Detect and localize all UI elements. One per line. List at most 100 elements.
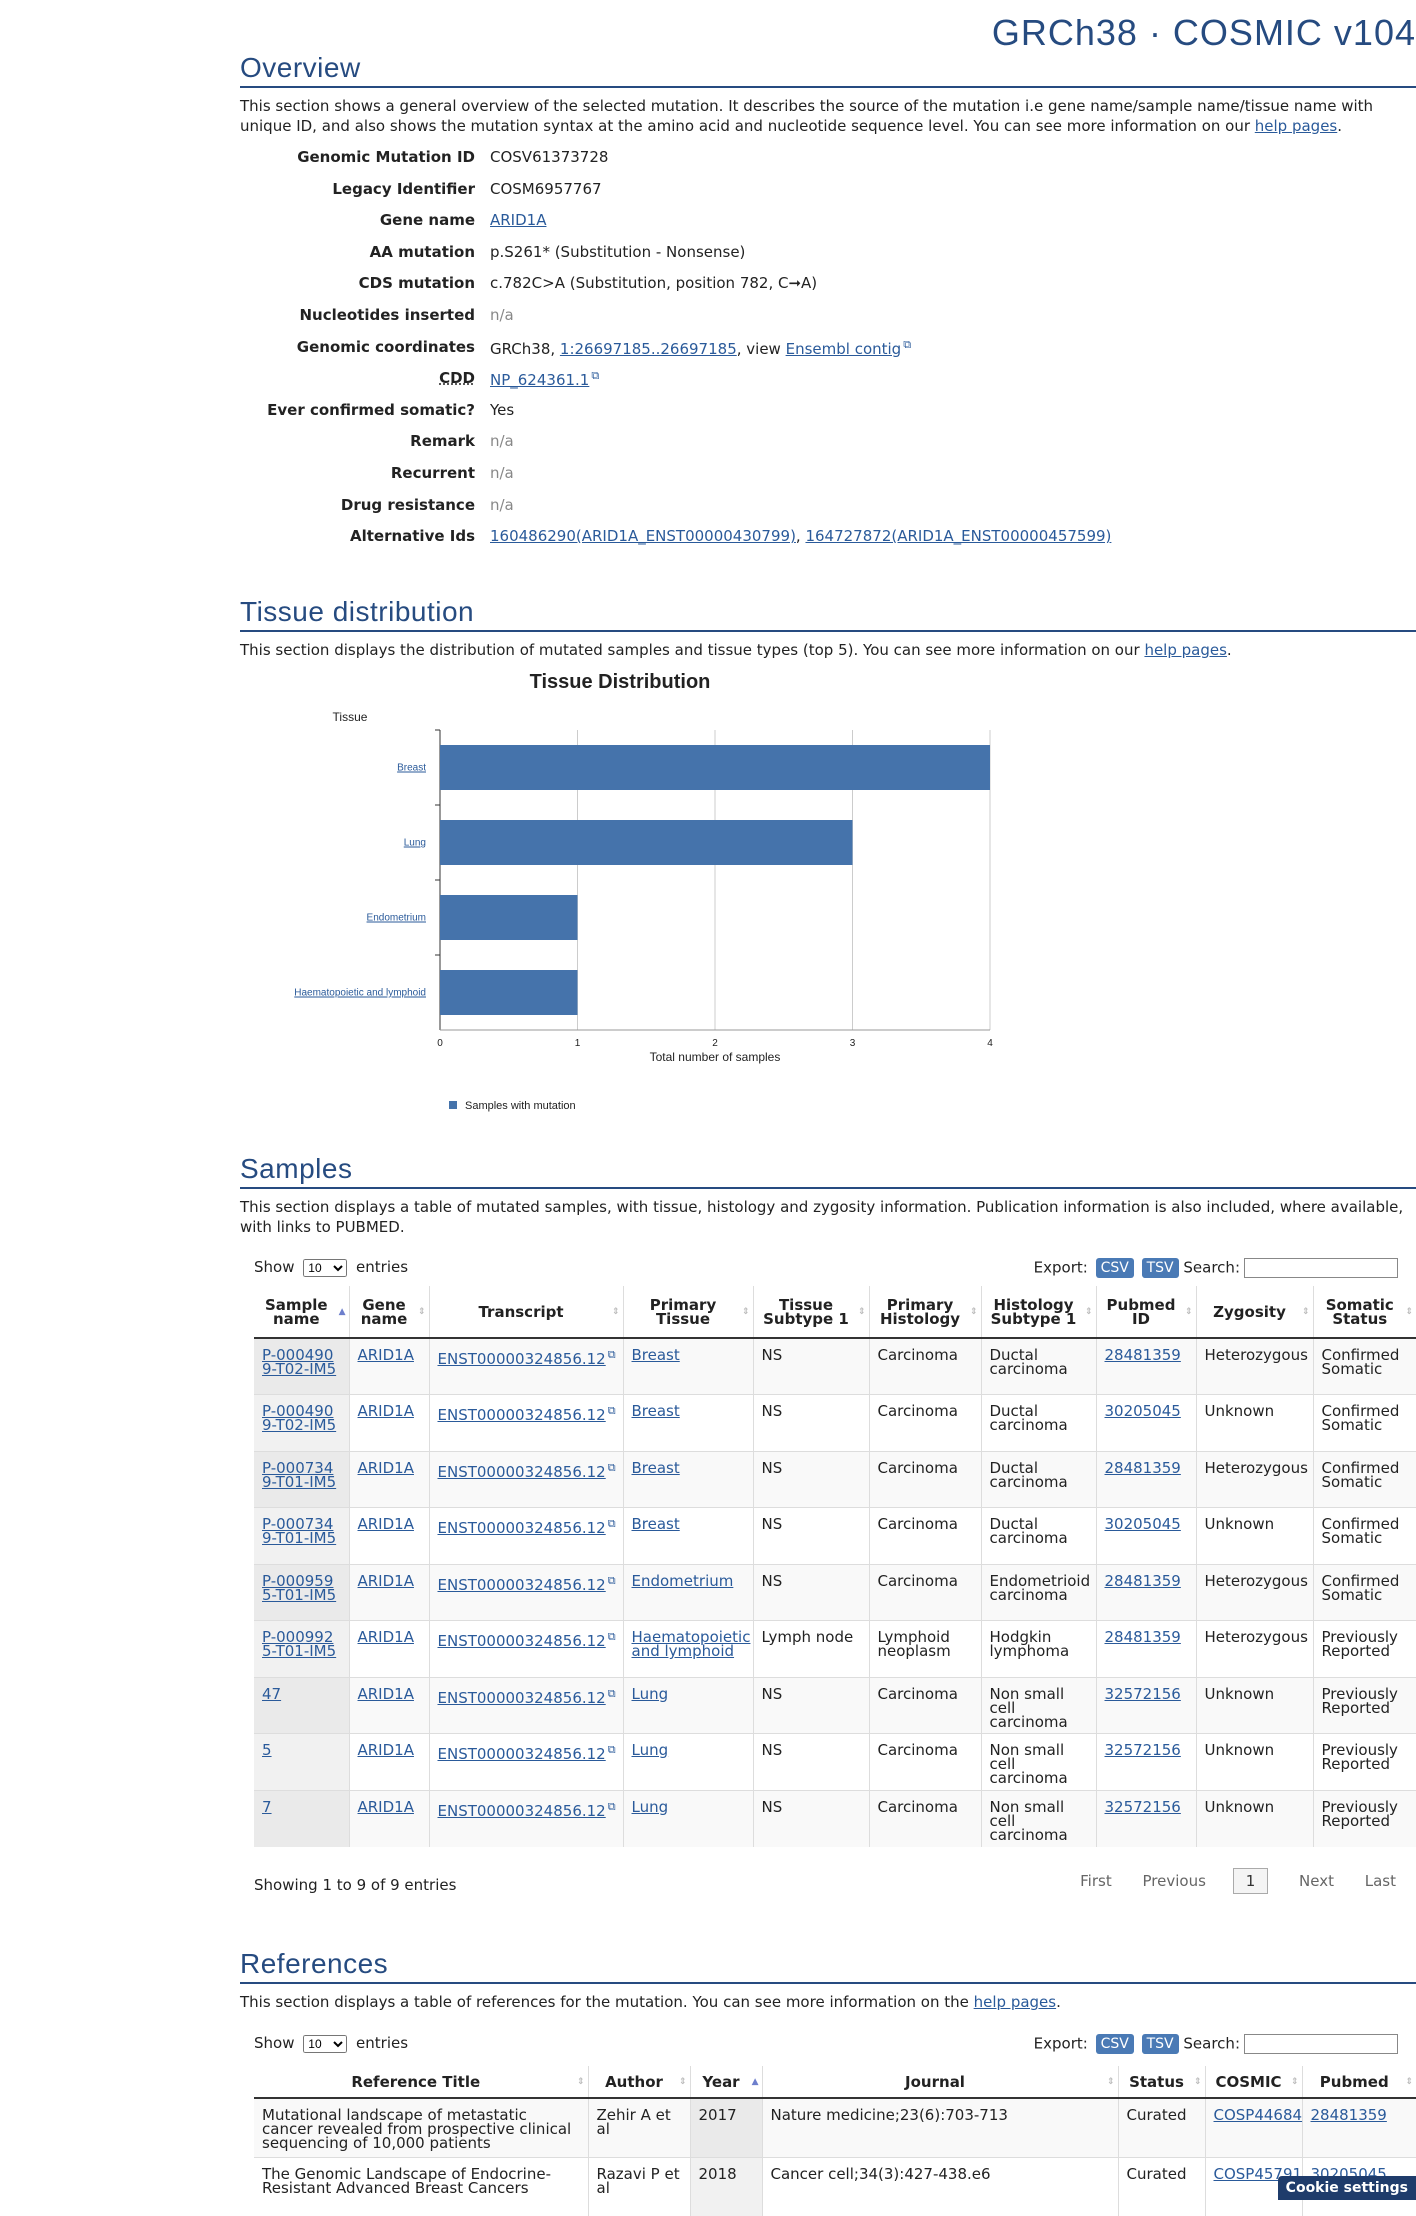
gene-link[interactable]: ARID1A bbox=[357, 1571, 414, 1590]
pubmed-link[interactable]: 30205045 bbox=[1104, 1515, 1181, 1533]
field-label: Nucleotides inserted bbox=[299, 305, 475, 324]
gene-link[interactable]: ARID1A bbox=[357, 1684, 414, 1703]
references-col-header[interactable]: Year ▲ bbox=[689, 2066, 762, 2099]
tissue-link[interactable]: Breast bbox=[631, 1515, 680, 1533]
references-col-header[interactable]: Status ⇕ bbox=[1117, 2066, 1205, 2099]
tissue-link[interactable]: Breast bbox=[631, 1346, 680, 1364]
cookie-settings-button[interactable]: Cookie settings bbox=[1277, 2176, 1416, 2200]
transcript-link[interactable]: ENST00000324856.12 bbox=[437, 1350, 606, 1368]
pubmed-link[interactable]: 30205045 bbox=[1104, 1402, 1181, 1420]
tissue-link[interactable]: Breast bbox=[631, 1458, 680, 1477]
samples-table: Sample name ▲ Gene name ⇕ Transcript ⇕ Primary… bbox=[254, 1286, 1416, 1847]
pubmed-link[interactable]: 28481359 bbox=[1104, 1628, 1181, 1646]
references-page-size-select[interactable]: 10 bbox=[303, 2035, 348, 2053]
sample-link[interactable]: 5 bbox=[262, 1741, 272, 1759]
cosmic-link[interactable]: COSP44684 bbox=[1213, 2106, 1303, 2124]
chart-category-label[interactable]: Endometrium bbox=[367, 913, 426, 924]
sample-link[interactable]: P-0007349-T01-IM5 bbox=[262, 1458, 337, 1491]
tissue-link[interactable]: Lung bbox=[631, 1797, 669, 1816]
pubmed-link[interactable]: 28481359 bbox=[1104, 1346, 1181, 1364]
references-col-header[interactable]: COSMIC ⇕ bbox=[1204, 2066, 1302, 2099]
samples-col-header[interactable]: Transcript ⇕ bbox=[428, 1286, 623, 1339]
samples-col-header[interactable]: Primary Histology ⇕ bbox=[868, 1286, 981, 1339]
sample-link[interactable]: P-0009595-T01-IM5 bbox=[262, 1571, 337, 1604]
samples-col-header[interactable]: Tissue Subtype 1 ⇕ bbox=[752, 1286, 869, 1339]
transcript-link[interactable]: ENST00000324856.12 bbox=[437, 1575, 606, 1594]
pubmed-link[interactable]: 28481359 bbox=[1310, 2106, 1387, 2124]
sample-link[interactable]: 7 bbox=[262, 1797, 272, 1816]
transcript-link[interactable]: ENST00000324856.12 bbox=[437, 1745, 606, 1763]
sample-link[interactable]: P-0004909-T02-IM5 bbox=[262, 1346, 337, 1378]
alt-id-link-2[interactable]: 164727872(ARID1A_ENST00000457599) bbox=[805, 527, 1112, 546]
references-search-input[interactable] bbox=[1244, 2034, 1398, 2054]
tissue-help-link[interactable]: help pages bbox=[1144, 641, 1227, 659]
pubmed-link[interactable]: 28481359 bbox=[1104, 1571, 1181, 1590]
tissue-link[interactable]: Haematopoietic and lymphoid bbox=[631, 1628, 751, 1660]
gene-link[interactable]: ARID1A bbox=[357, 1515, 414, 1533]
pubmed-link[interactable]: 32572156 bbox=[1104, 1684, 1181, 1703]
references-col-header[interactable]: Journal ⇕ bbox=[761, 2066, 1118, 2099]
pager-last[interactable]: Last bbox=[1364, 1872, 1396, 1890]
tissue-link[interactable]: Lung bbox=[631, 1684, 669, 1703]
transcript-link[interactable]: ENST00000324856.12 bbox=[437, 1688, 606, 1707]
tissue-link[interactable]: Endometrium bbox=[631, 1571, 734, 1590]
cdd-link[interactable]: NP_624361.1 bbox=[490, 371, 590, 390]
table-row: 5 ARID1A ENST00000324856.12 ⧉ Lung NS Carcinom… bbox=[254, 1733, 1416, 1790]
ensembl-contig-link[interactable]: Ensembl contig bbox=[785, 339, 902, 358]
chart-category-label[interactable]: Breast bbox=[397, 763, 426, 774]
cell-text: Carcinoma bbox=[877, 1458, 958, 1477]
table-cell: Previously Reported bbox=[1312, 1733, 1416, 1790]
sample-link[interactable]: P-0007349-T01-IM5 bbox=[262, 1515, 337, 1547]
gene-link[interactable]: ARID1A bbox=[357, 1458, 414, 1477]
references-col-header[interactable]: Author ⇕ bbox=[587, 2066, 690, 2099]
transcript-link[interactable]: ENST00000324856.12 bbox=[437, 1801, 606, 1820]
tissue-chart-svg: Tissue Distribution Tissue 0 1 2 3 4 Breast Lung… bbox=[294, 671, 993, 1112]
pager-next[interactable]: Next bbox=[1299, 1872, 1334, 1890]
transcript-link[interactable]: ENST00000324856.12 bbox=[437, 1462, 606, 1481]
overview-help-link[interactable]: help pages bbox=[1254, 117, 1338, 135]
references-tsv-button[interactable]: TSV bbox=[1141, 2034, 1179, 2054]
tissue-link[interactable]: Breast bbox=[631, 1402, 680, 1420]
chart-category-label[interactable]: Haematopoietic and lymphoid bbox=[294, 988, 426, 999]
samples-col-header[interactable]: Zygosity ⇕ bbox=[1195, 1286, 1313, 1339]
sample-link[interactable]: 47 bbox=[262, 1684, 282, 1703]
transcript-link[interactable]: ENST00000324856.12 bbox=[437, 1632, 606, 1650]
gene-link[interactable]: ARID1A bbox=[357, 1402, 414, 1420]
coordinates-link[interactable]: 1:26697185..26697185 bbox=[559, 339, 737, 358]
cell-text: Lymphoid neoplasm bbox=[877, 1628, 951, 1660]
transcript-link[interactable]: ENST00000324856.12 bbox=[437, 1406, 606, 1424]
sample-link[interactable]: P-0004909-T02-IM5 bbox=[262, 1402, 337, 1434]
samples-search-input[interactable] bbox=[1244, 1258, 1398, 1278]
references-csv-button[interactable]: CSV bbox=[1095, 2034, 1134, 2054]
samples-col-header[interactable]: Somatic Status ⇕ bbox=[1312, 1286, 1416, 1339]
gene-link[interactable]: ARID1A bbox=[357, 1797, 414, 1816]
samples-tsv-button[interactable]: TSV bbox=[1141, 1258, 1179, 1278]
samples-csv-button[interactable]: CSV bbox=[1095, 1258, 1134, 1278]
gene-link[interactable]: ARID1A bbox=[357, 1741, 414, 1759]
pager-current-page[interactable]: 1 bbox=[1232, 1868, 1269, 1894]
samples-col-header[interactable]: Pubmed ID ⇕ bbox=[1095, 1286, 1196, 1339]
sample-link[interactable]: P-0009925-T01-IM5 bbox=[262, 1628, 337, 1660]
tissue-link[interactable]: Lung bbox=[631, 1741, 669, 1759]
samples-page-size-select[interactable]: 10 bbox=[303, 1259, 348, 1277]
samples-col-header[interactable]: Histology Subtype 1 ⇕ bbox=[980, 1286, 1096, 1339]
references-col-header[interactable]: Reference Title ⇕ bbox=[254, 2066, 588, 2099]
gene-link[interactable]: ARID1A bbox=[357, 1628, 414, 1646]
references-col-header[interactable]: Pubmed ⇕ bbox=[1301, 2066, 1416, 2099]
transcript-link[interactable]: ENST00000324856.12 bbox=[437, 1519, 606, 1537]
chart-category-label[interactable]: Lung bbox=[404, 838, 426, 849]
pubmed-link[interactable]: 32572156 bbox=[1104, 1797, 1181, 1816]
table-cell: ENST00000324856.12 ⧉ bbox=[428, 1733, 623, 1790]
gene-name-link[interactable]: ARID1A bbox=[490, 211, 547, 230]
samples-col-header[interactable]: Sample name ▲ bbox=[254, 1286, 349, 1339]
references-help-link[interactable]: help pages bbox=[973, 1993, 1057, 2011]
samples-col-header[interactable]: Primary Tissue ⇕ bbox=[622, 1286, 753, 1339]
cell-text: Hodgkin lymphoma bbox=[989, 1628, 1070, 1660]
pager-previous[interactable]: Previous bbox=[1142, 1872, 1206, 1890]
pager-first[interactable]: First bbox=[1080, 1872, 1112, 1890]
gene-link[interactable]: ARID1A bbox=[357, 1346, 414, 1364]
pubmed-link[interactable]: 28481359 bbox=[1104, 1458, 1181, 1477]
pubmed-link[interactable]: 32572156 bbox=[1104, 1741, 1181, 1759]
alt-id-link-1[interactable]: 160486290(ARID1A_ENST00000430799) bbox=[490, 527, 796, 546]
samples-col-header[interactable]: Gene name ⇕ bbox=[348, 1286, 429, 1339]
